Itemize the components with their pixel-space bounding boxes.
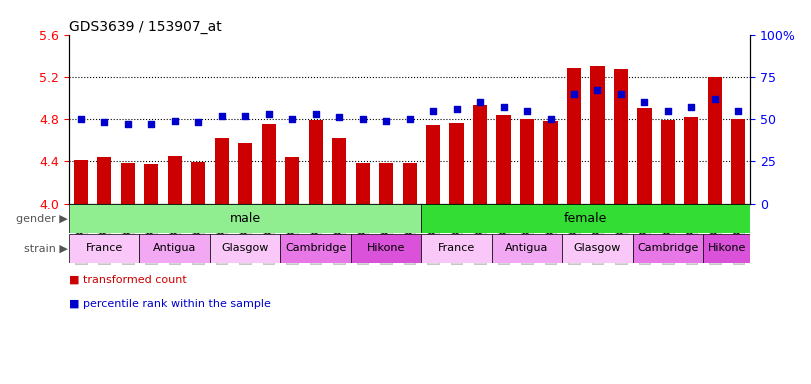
Bar xyxy=(121,164,135,204)
Text: female: female xyxy=(564,212,607,225)
Bar xyxy=(637,108,651,204)
Point xyxy=(591,87,604,93)
Point xyxy=(380,118,393,124)
Point xyxy=(497,104,510,110)
Point xyxy=(615,91,628,97)
Bar xyxy=(543,121,557,204)
Bar xyxy=(633,234,703,263)
Text: strain ▶: strain ▶ xyxy=(24,243,68,253)
Point xyxy=(709,96,722,102)
Bar xyxy=(379,164,393,204)
Point xyxy=(568,91,581,97)
Bar xyxy=(520,119,534,204)
Text: GDS3639 / 153907_at: GDS3639 / 153907_at xyxy=(69,20,221,33)
Point xyxy=(732,108,745,114)
Bar xyxy=(449,123,464,204)
Bar xyxy=(139,234,210,263)
Bar xyxy=(191,162,205,204)
Bar xyxy=(708,77,722,204)
Bar xyxy=(473,105,487,204)
Text: Cambridge: Cambridge xyxy=(637,243,698,253)
Text: gender ▶: gender ▶ xyxy=(16,214,68,224)
Text: male: male xyxy=(230,212,260,225)
Text: ■ percentile rank within the sample: ■ percentile rank within the sample xyxy=(69,299,271,309)
Bar xyxy=(402,164,417,204)
Point xyxy=(74,116,87,122)
Bar xyxy=(74,160,88,204)
Bar xyxy=(262,124,276,204)
Point xyxy=(685,104,698,110)
Bar xyxy=(215,138,229,204)
Point xyxy=(662,108,675,114)
Text: Antigua: Antigua xyxy=(505,243,549,253)
Bar xyxy=(421,204,750,233)
Bar xyxy=(69,234,139,263)
Bar xyxy=(684,117,698,204)
Bar xyxy=(562,234,633,263)
Bar xyxy=(491,234,562,263)
Text: France: France xyxy=(438,243,475,253)
Point xyxy=(309,111,322,117)
Point xyxy=(121,121,134,127)
Bar xyxy=(144,164,158,204)
Bar xyxy=(210,234,281,263)
Bar xyxy=(426,125,440,204)
Bar xyxy=(285,157,299,204)
Text: Hikone: Hikone xyxy=(707,243,746,253)
Bar xyxy=(496,115,511,204)
Point xyxy=(168,118,181,124)
Text: Cambridge: Cambridge xyxy=(285,243,346,253)
Bar xyxy=(281,234,351,263)
Point xyxy=(285,116,298,122)
Text: Hikone: Hikone xyxy=(367,243,406,253)
Bar xyxy=(732,119,745,204)
Point xyxy=(474,99,487,105)
Bar xyxy=(661,120,675,204)
Point xyxy=(97,119,110,126)
Point xyxy=(215,113,228,119)
Bar xyxy=(567,68,581,204)
Bar xyxy=(168,156,182,204)
Bar xyxy=(308,120,323,204)
Point xyxy=(333,114,345,121)
Bar xyxy=(590,66,604,204)
Text: Antigua: Antigua xyxy=(153,243,196,253)
Bar xyxy=(238,143,252,204)
Bar xyxy=(332,138,346,204)
Bar xyxy=(69,204,421,233)
Point xyxy=(544,116,557,122)
Point xyxy=(638,99,651,105)
Text: ■ transformed count: ■ transformed count xyxy=(69,274,187,284)
Bar xyxy=(97,157,111,204)
Bar xyxy=(351,234,421,263)
Point xyxy=(427,108,440,114)
Text: Glasgow: Glasgow xyxy=(574,243,621,253)
Point xyxy=(403,116,416,122)
Point xyxy=(450,106,463,112)
Bar xyxy=(703,234,750,263)
Bar xyxy=(421,234,491,263)
Point xyxy=(262,111,275,117)
Point xyxy=(356,116,369,122)
Bar xyxy=(355,164,370,204)
Point xyxy=(144,121,157,127)
Bar xyxy=(614,70,628,204)
Point xyxy=(521,108,534,114)
Point xyxy=(238,113,251,119)
Point xyxy=(191,119,204,126)
Text: Glasgow: Glasgow xyxy=(221,243,268,253)
Text: France: France xyxy=(85,243,122,253)
